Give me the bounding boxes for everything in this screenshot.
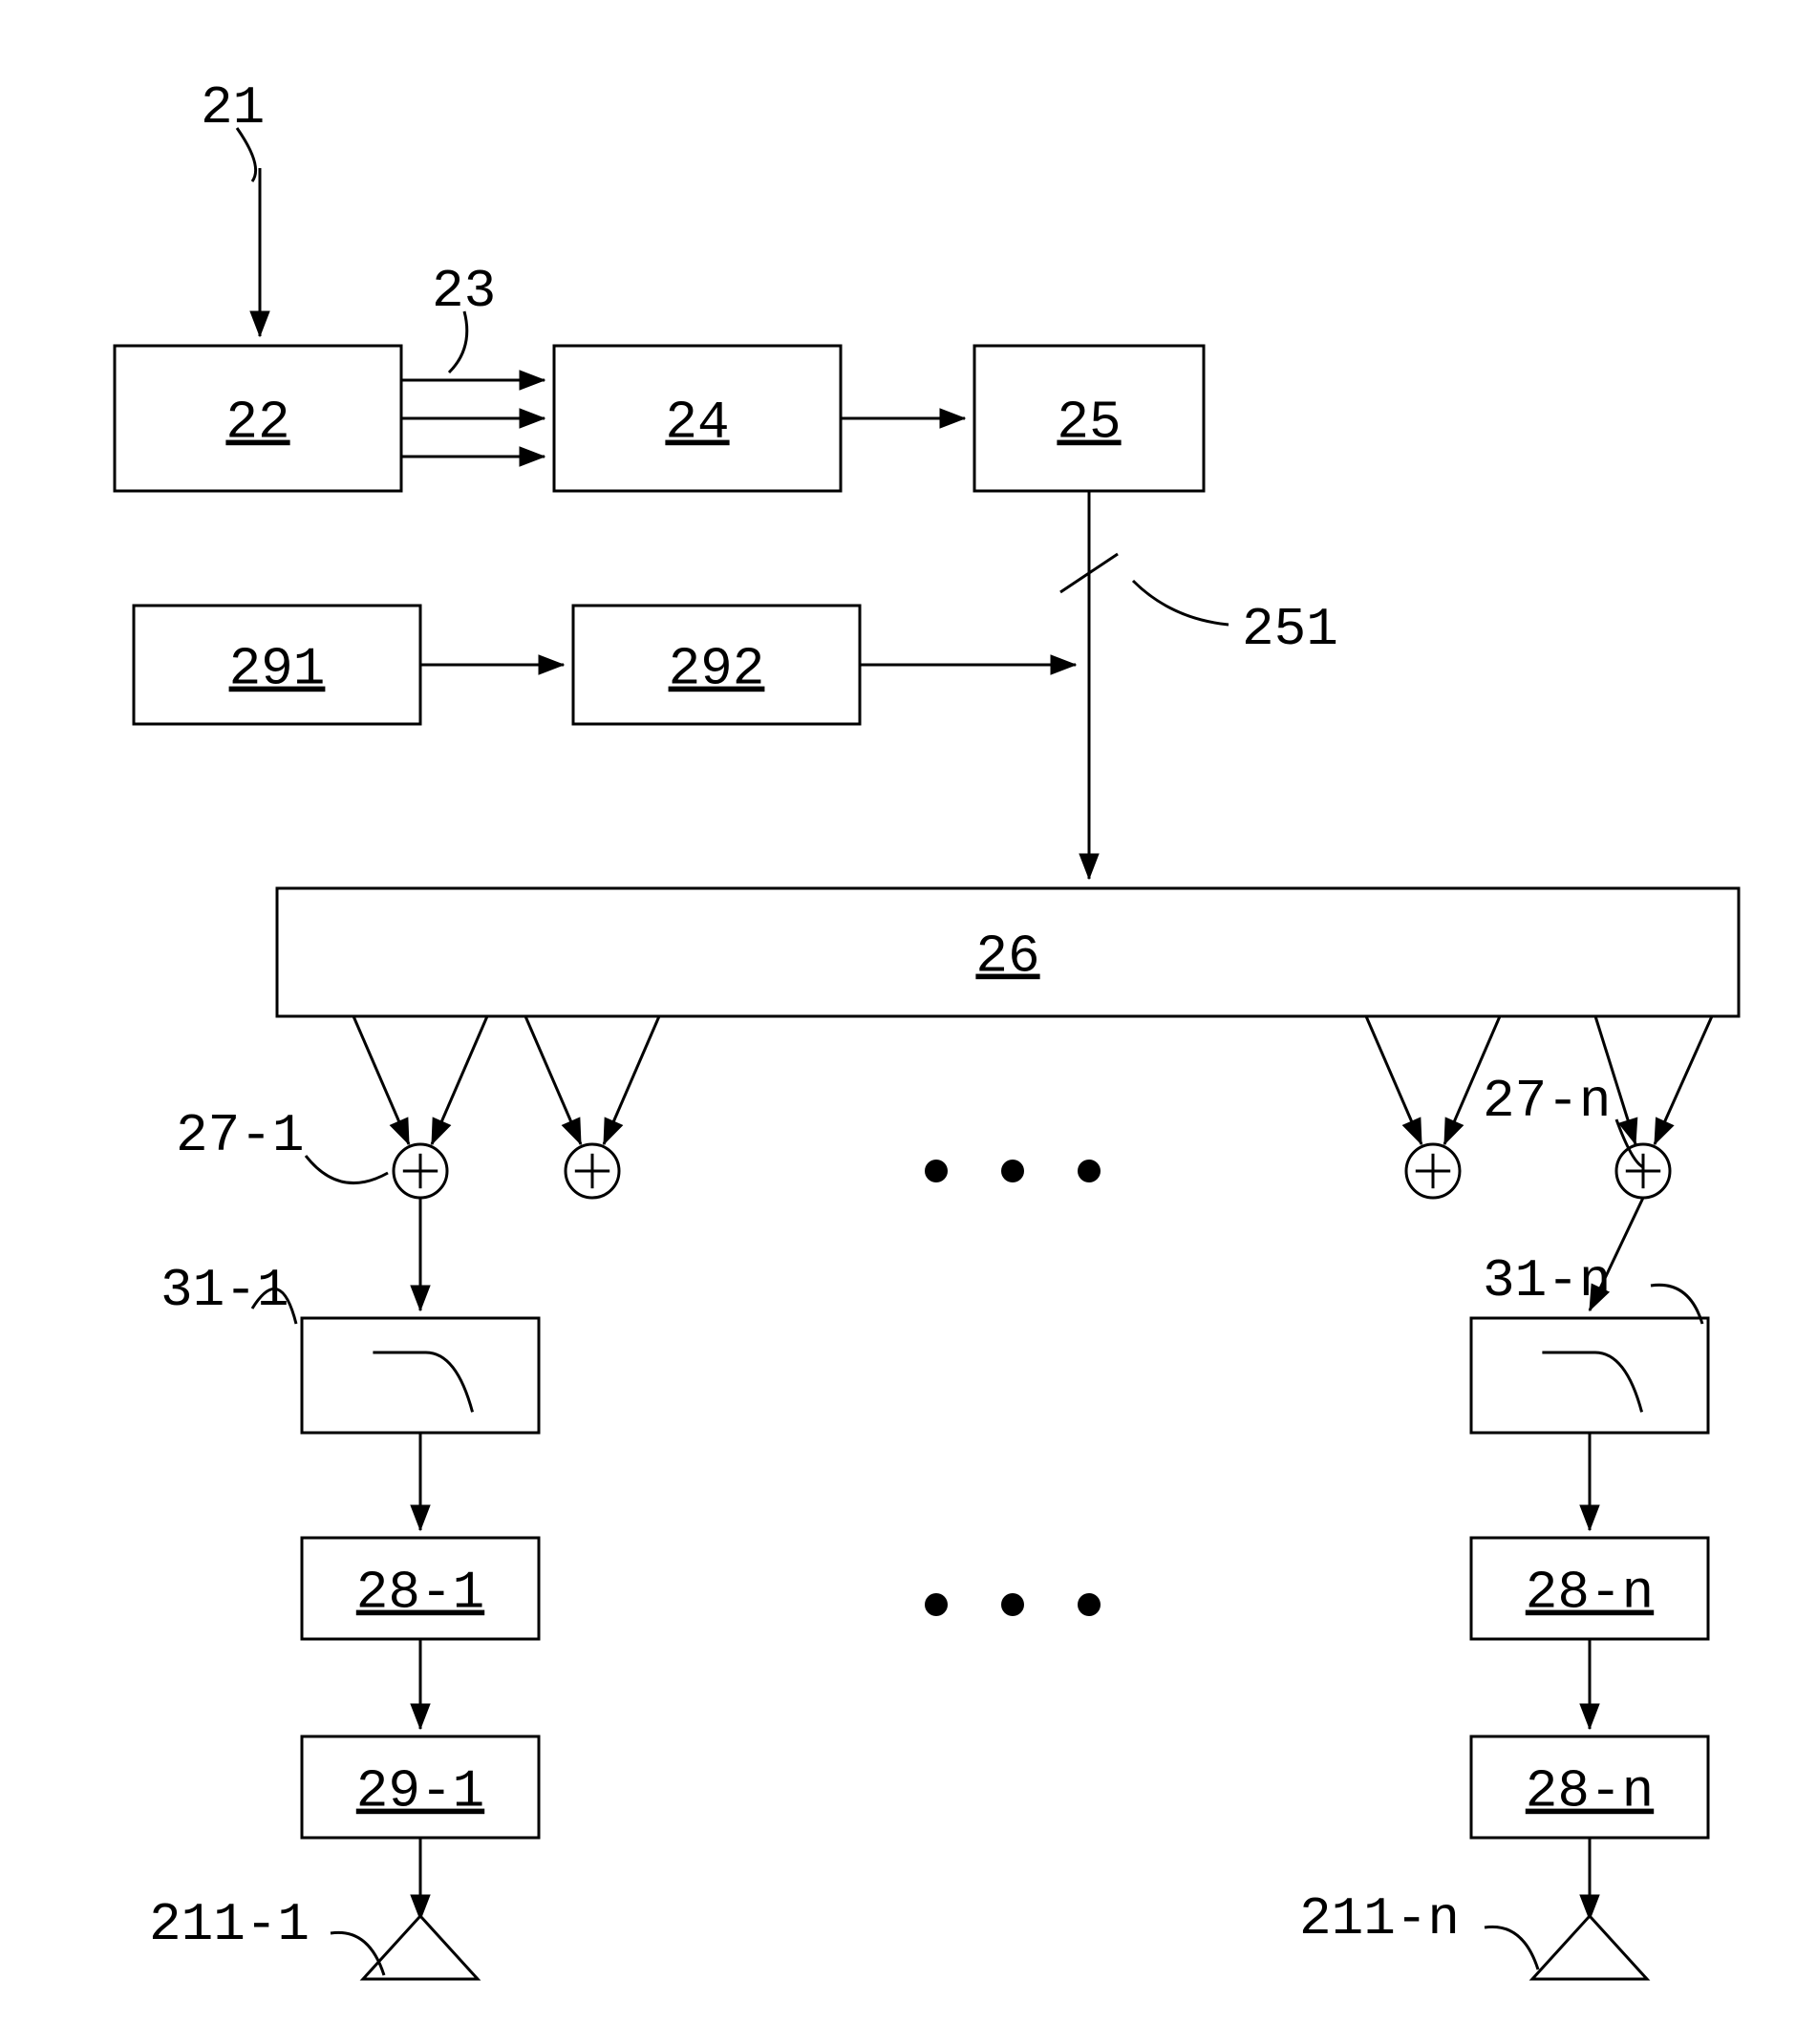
leader-l251 <box>1133 581 1229 625</box>
box-label-b22: 22 <box>225 393 289 454</box>
ellipsis-dot <box>1001 1160 1024 1182</box>
box-label-b28_na: 28-n <box>1526 1563 1654 1624</box>
filterbox-s31_1 <box>302 1318 539 1433</box>
ellipsis-dot <box>925 1593 948 1616</box>
antenna-ant_1 <box>363 1916 478 1979</box>
annotation-a211_n: 211-n <box>1299 1888 1460 1949</box>
arrowhead <box>411 1704 430 1729</box>
box-label-b28_nb: 28-n <box>1526 1761 1654 1822</box>
annotation-a251: 251 <box>1242 599 1338 660</box>
annotation-a23: 23 <box>432 261 496 322</box>
box-label-b292: 292 <box>669 639 765 700</box>
annotation-a27_1: 27-1 <box>176 1105 304 1166</box>
annotation-a31_1: 31-1 <box>160 1260 289 1321</box>
arrowhead <box>250 311 269 336</box>
box-label-b24: 24 <box>665 393 729 454</box>
arrowhead <box>539 655 564 674</box>
annotation-a21: 21 <box>201 77 265 138</box>
arrowhead <box>562 1118 581 1144</box>
box-label-b291: 291 <box>229 639 326 700</box>
arrowhead <box>390 1118 409 1144</box>
ellipsis-dot <box>1078 1160 1101 1182</box>
leader-l211_n <box>1485 1927 1538 1969</box>
annotation-a27_n: 27-n <box>1483 1071 1611 1132</box>
annotation-a31_n: 31-n <box>1483 1250 1611 1311</box>
arrowhead <box>1580 1505 1599 1530</box>
arrowhead <box>1080 854 1099 879</box>
box-label-b29_1: 29-1 <box>356 1761 484 1822</box>
ellipsis-dot <box>1078 1593 1101 1616</box>
box-label-b28_1: 28-1 <box>356 1563 484 1624</box>
filterbox-s31_n <box>1471 1318 1708 1433</box>
ellipsis-dot <box>1001 1593 1024 1616</box>
arrowhead <box>1402 1118 1422 1144</box>
arrowhead <box>432 1118 451 1144</box>
arrowhead <box>604 1118 623 1144</box>
arrowhead <box>520 447 545 466</box>
arrowhead <box>520 409 545 428</box>
arrowhead <box>940 409 965 428</box>
arrowhead <box>1580 1704 1599 1729</box>
arrowhead <box>1655 1118 1674 1144</box>
arrowhead <box>411 1286 430 1310</box>
arrowhead <box>1051 655 1076 674</box>
box-label-b26: 26 <box>975 926 1039 988</box>
box-label-b25: 25 <box>1057 393 1121 454</box>
annotation-a211_1: 211-1 <box>149 1894 310 1955</box>
arrowhead <box>520 371 545 390</box>
arrowhead <box>411 1505 430 1530</box>
antenna-ant_n <box>1532 1916 1647 1979</box>
leader-l27_1 <box>306 1156 388 1183</box>
ellipsis-dot <box>925 1160 948 1182</box>
arrowhead <box>1444 1118 1464 1144</box>
